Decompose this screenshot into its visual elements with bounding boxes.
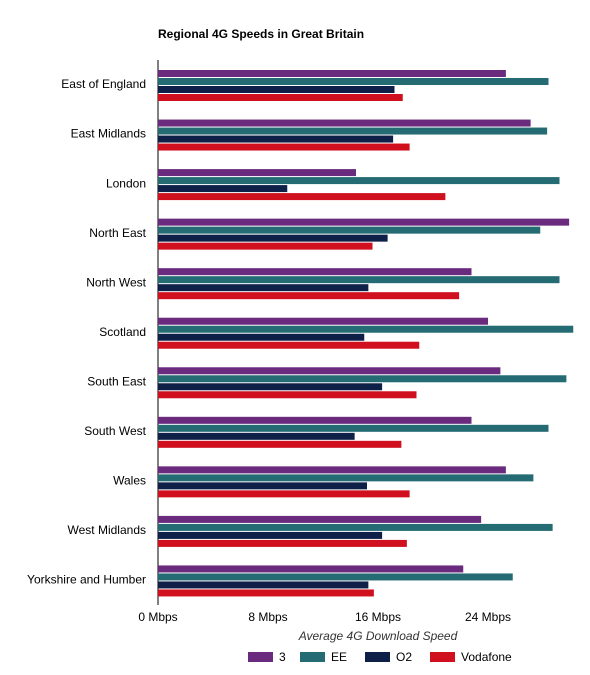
bar	[158, 169, 356, 177]
y-tick-label: Yorkshire and Humber	[27, 573, 146, 587]
bar	[158, 78, 549, 85]
y-tick-label: North East	[89, 226, 146, 240]
bar	[158, 292, 460, 300]
bar	[158, 589, 374, 597]
bar	[158, 135, 394, 143]
bar	[158, 317, 488, 325]
bar	[158, 341, 420, 349]
bar	[158, 391, 417, 399]
bar	[158, 276, 560, 284]
legend-swatch	[430, 652, 455, 662]
bar	[158, 333, 365, 341]
y-tick-label: East of England	[61, 77, 146, 91]
bar	[158, 86, 395, 93]
bar	[158, 242, 373, 250]
x-tick-label: 0 Mbps	[138, 610, 177, 624]
bar	[158, 581, 369, 589]
bar	[158, 565, 464, 573]
bar	[158, 367, 501, 375]
bar	[158, 490, 410, 498]
bar	[158, 466, 506, 474]
bar	[158, 383, 383, 391]
bar	[158, 268, 472, 276]
bar	[158, 440, 402, 448]
bar	[158, 119, 531, 127]
y-tick-label: North West	[86, 275, 146, 289]
bar	[158, 432, 355, 440]
bar	[158, 234, 388, 242]
y-tick-label: East Midlands	[71, 127, 146, 141]
y-tick-label: South West	[84, 424, 146, 438]
legend-label: 3	[279, 650, 286, 664]
bar	[158, 325, 574, 333]
legend-swatch	[365, 652, 390, 662]
x-tick-label: 16 Mbps	[355, 610, 401, 624]
bar	[158, 474, 534, 482]
bar	[158, 424, 549, 432]
bar	[158, 375, 567, 383]
bar	[158, 185, 288, 193]
chart-title: Regional 4G Speeds in Great Britain	[158, 27, 364, 41]
x-tick-label: 24 Mbps	[465, 610, 511, 624]
bar	[158, 94, 403, 101]
y-tick-label: London	[106, 176, 146, 190]
bar	[158, 177, 560, 185]
y-tick-label: West Midlands	[68, 523, 146, 537]
x-tick-label: 8 Mbps	[248, 610, 287, 624]
bar	[158, 531, 383, 539]
bar	[158, 226, 541, 234]
y-tick-label: Scotland	[99, 325, 146, 339]
legend-label: O2	[396, 650, 412, 664]
bar	[158, 284, 369, 292]
bar	[158, 416, 472, 424]
legend-swatch	[300, 652, 325, 662]
bar	[158, 143, 410, 151]
bar	[158, 218, 570, 226]
bar	[158, 482, 367, 490]
y-tick-label: South East	[87, 374, 146, 388]
bar	[158, 539, 407, 547]
bar	[158, 573, 513, 581]
y-tick-label: Wales	[113, 474, 146, 488]
bar	[158, 70, 506, 77]
bar	[158, 523, 553, 531]
legend-swatch	[248, 652, 273, 662]
legend-label: EE	[331, 650, 347, 664]
bar	[158, 515, 482, 523]
x-axis-label: Average 4G Download Speed	[298, 629, 458, 643]
bar	[158, 193, 446, 201]
bar	[158, 127, 548, 135]
legend-label: Vodafone	[461, 650, 512, 664]
